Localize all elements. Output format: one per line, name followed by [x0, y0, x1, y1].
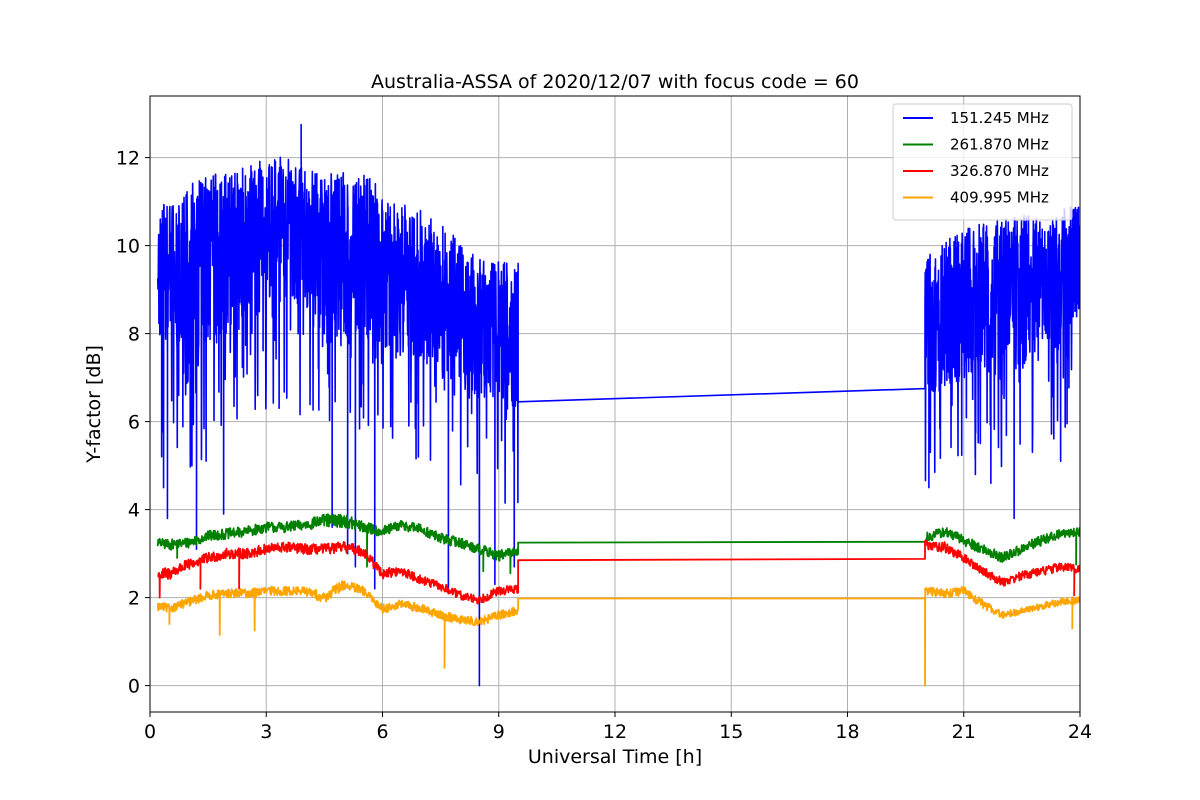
x-axis-label: Universal Time [h]	[528, 746, 702, 768]
legend-entry-label: 409.995 MHz	[950, 189, 1049, 207]
legend-box	[892, 103, 1073, 221]
series-line	[156, 123, 1080, 687]
series-line	[156, 513, 1080, 575]
y-tick-label: 0	[128, 676, 140, 698]
x-tick-label: 9	[493, 721, 505, 743]
legend-entry-label: 151.245 MHz	[950, 109, 1049, 127]
x-tick-label: 3	[260, 721, 272, 743]
y-tick-label: 4	[128, 500, 140, 522]
x-tick-label: 6	[376, 721, 388, 743]
x-tick-label: 12	[603, 721, 627, 743]
x-tick-label: 0	[144, 721, 156, 743]
legend-entry-label: 326.870 MHz	[950, 162, 1049, 180]
y-tick-label: 2	[128, 588, 140, 610]
x-tick-label: 18	[835, 721, 859, 743]
y-tick-label: 6	[128, 412, 140, 434]
series-layer	[156, 123, 1080, 687]
chart-title: Australia-ASSA of 2020/12/07 with focus …	[371, 71, 859, 93]
legend: 151.245 MHz 261.870 MHz 326.870 MHz 409.995…	[892, 103, 1073, 221]
y-tick-label: 10	[116, 236, 140, 258]
x-tick-label: 21	[952, 721, 976, 743]
y-axis-label: Y-factor [dB]	[83, 345, 105, 464]
y-tick-label: 12	[116, 148, 140, 170]
x-tick-label: 24	[1068, 721, 1092, 743]
y-tick-label: 8	[128, 324, 140, 346]
series-line	[156, 580, 1080, 687]
legend-entry-label: 261.870 MHz	[950, 136, 1049, 154]
series-line	[157, 539, 1080, 605]
x-tick-label: 15	[719, 721, 743, 743]
